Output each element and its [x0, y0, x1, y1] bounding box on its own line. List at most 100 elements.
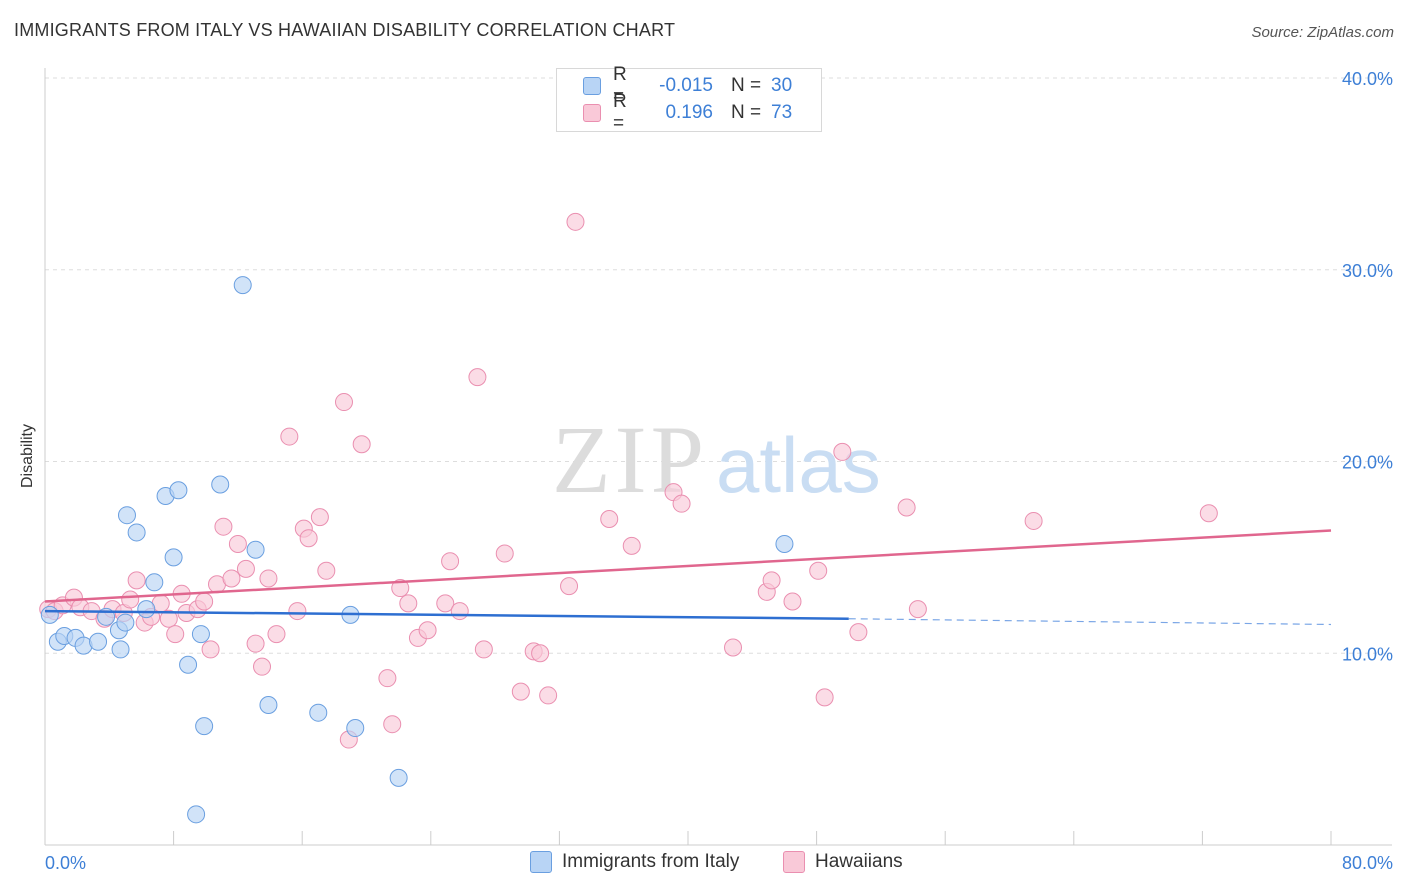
hawaiian-point: [539, 686, 558, 705]
italy-point: [233, 276, 252, 295]
hawaiian-point: [1024, 511, 1043, 530]
tick-labels: 10.0% 20.0% 30.0% 40.0% 0.0% 80.0%: [45, 69, 1393, 873]
series-label-hawaiians: Hawaiians: [815, 851, 903, 872]
legend-swatch-blue: [583, 77, 601, 95]
hawaiian-point: [378, 669, 397, 688]
italy-point: [346, 719, 365, 738]
hawaiian-point: [317, 561, 336, 580]
hawaiian-point: [600, 510, 619, 529]
hawaiian-point: [236, 559, 255, 578]
series-legend-italy: Immigrants from Italy: [530, 851, 739, 873]
hawaiian-point: [622, 536, 641, 555]
series-legend-hawaiians: Hawaiians: [783, 851, 903, 873]
hawaiian-point: [166, 625, 185, 644]
hawaiian-point: [436, 594, 455, 613]
hawaiian-point: [399, 594, 418, 613]
hawaiian-point: [159, 609, 178, 628]
hawaiian-point: [121, 590, 140, 609]
hawaiian-point: [531, 644, 550, 663]
hawaiian-point: [474, 640, 493, 659]
italy-point: [775, 534, 794, 553]
hawaiian-point: [762, 571, 781, 590]
hawaiian-point: [815, 688, 834, 707]
legend-r-label: R =: [613, 91, 627, 134]
italy-point: [191, 625, 210, 644]
hawaiian-point: [468, 368, 487, 387]
italy-point: [127, 523, 146, 542]
italy-point: [117, 506, 136, 525]
chart-title: IMMIGRANTS FROM ITALY VS HAWAIIAN DISABI…: [14, 20, 676, 40]
hawaiian-point: [441, 552, 460, 571]
legend-swatch-pink: [583, 104, 601, 122]
hawaiian-point: [127, 571, 146, 590]
hawaiian-point: [222, 569, 241, 588]
italy-point: [145, 573, 164, 592]
x-tick-label: 0.0%: [45, 853, 86, 873]
hawaiian-point: [288, 602, 307, 621]
italy-point: [187, 805, 206, 824]
source-label: Source: ZipAtlas.com: [1251, 24, 1394, 41]
y-tick-label: 10.0%: [1342, 644, 1393, 664]
hawaiian-point: [1199, 504, 1218, 523]
italy-point: [164, 548, 183, 567]
hawaiian-point: [511, 682, 530, 701]
italy-points: [40, 276, 794, 824]
hawaiian-point: [724, 638, 743, 657]
hawaiian-point: [267, 625, 286, 644]
y-tick-label: 20.0%: [1342, 453, 1393, 473]
hawaiian-point: [495, 544, 514, 563]
legend-n-label: N =: [731, 102, 762, 123]
legend-n-value: 73: [771, 102, 793, 123]
italy-point: [211, 475, 230, 494]
italy-point: [137, 600, 156, 619]
hawaiian-point: [566, 212, 585, 231]
italy-point: [89, 632, 108, 651]
hawaiian-point: [195, 592, 214, 611]
hawaiian-point: [418, 621, 437, 640]
italy-trend-line: [44, 609, 849, 620]
italy-point: [259, 696, 278, 715]
legend-r-value: 0.196: [665, 102, 713, 123]
hawaiian-point: [259, 569, 278, 588]
hawaiian-point: [201, 640, 220, 659]
legend-n-value: 30: [771, 75, 793, 96]
legend-r-label: R =: [613, 64, 627, 107]
italy-point: [116, 613, 135, 632]
hawaiian-point: [280, 427, 299, 446]
hawaiian-point: [450, 602, 469, 621]
hawaiian-point: [299, 529, 318, 548]
hawaiians-trend-line: [44, 529, 1332, 603]
italy-point: [111, 640, 130, 659]
hawaiian-point: [253, 657, 272, 676]
axes: [44, 68, 1392, 846]
hawaiian-point: [391, 579, 410, 598]
hawaiian-point: [560, 577, 579, 596]
italy-point: [169, 481, 188, 500]
italy-point: [40, 605, 59, 624]
legend-n-label: N =: [731, 75, 762, 96]
hawaiian-point: [908, 600, 927, 619]
italy-point: [195, 717, 214, 736]
hawaiian-point: [228, 534, 247, 553]
italy-point: [179, 655, 198, 674]
series-swatch-blue: [530, 851, 552, 873]
x-tick-label: 80.0%: [1342, 853, 1393, 873]
hawaiian-point: [809, 561, 828, 580]
italy-point: [309, 703, 328, 722]
legend-row-hawaiians: R = 0.196 N = 73: [583, 91, 793, 134]
hawaiian-point: [246, 634, 265, 653]
hawaiian-point: [833, 442, 852, 461]
hawaiian-point: [672, 494, 691, 513]
hawaiian-point: [783, 592, 802, 611]
hawaiian-point: [214, 517, 233, 536]
y-tick-label: 40.0%: [1342, 69, 1393, 89]
hawaiian-point: [849, 623, 868, 642]
watermark-atlas: atlas: [716, 421, 881, 509]
y-tick-label: 30.0%: [1342, 261, 1393, 281]
hawaiian-point: [897, 498, 916, 517]
hawaiian-point: [310, 508, 329, 527]
hawaiian-point: [352, 435, 371, 454]
hawaiian-point: [383, 715, 402, 734]
hawaiian-point: [334, 393, 353, 412]
italy-point: [389, 768, 408, 787]
